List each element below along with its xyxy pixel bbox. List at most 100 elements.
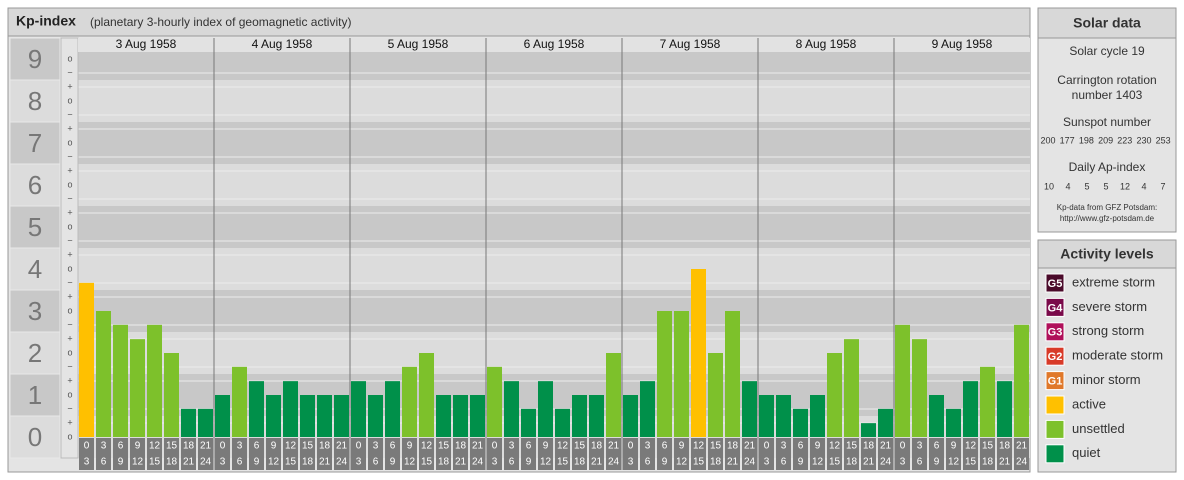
hour-box	[538, 438, 553, 470]
hour-label: 18	[591, 441, 603, 452]
hour-label: 21	[880, 441, 892, 452]
solar-cycle: Solar cycle 19	[1069, 44, 1145, 58]
bar	[623, 395, 638, 437]
hour-box	[725, 438, 740, 470]
y-tick-label: 8	[28, 86, 42, 116]
hour-box	[402, 438, 417, 470]
hour-label: 15	[166, 441, 178, 452]
hour-label: 3	[917, 441, 923, 452]
hour-label: 15	[557, 457, 569, 468]
hour-label: 3	[645, 441, 651, 452]
hour-label: 6	[509, 457, 515, 468]
day-label: 6 Aug 1958	[524, 37, 585, 51]
bar	[368, 395, 383, 437]
ap-value: 4	[1065, 181, 1070, 191]
hour-box	[470, 438, 485, 470]
hour-box	[96, 438, 111, 470]
sublevel-label: +	[67, 207, 72, 217]
bar	[198, 408, 213, 437]
bar	[742, 381, 757, 437]
sublevel-column	[60, 37, 79, 459]
y-tick-label: 5	[28, 212, 42, 242]
hour-box	[963, 438, 978, 470]
band	[78, 122, 1030, 164]
hour-label: 24	[200, 457, 212, 468]
chart-title: Kp-index	[16, 13, 76, 29]
bar	[878, 408, 893, 437]
hour-label: 24	[1016, 457, 1028, 468]
y-tick-label: 9	[28, 44, 42, 74]
hour-box	[776, 438, 791, 470]
hour-label: 3	[373, 441, 379, 452]
hour-label: 9	[662, 457, 668, 468]
hour-label: 21	[744, 441, 756, 452]
hour-box	[79, 438, 94, 470]
bar	[963, 381, 978, 437]
hour-box	[878, 438, 893, 470]
sunspot-title: Sunspot number	[1063, 115, 1151, 129]
bar	[538, 381, 553, 437]
legend-label: moderate storm	[1072, 348, 1163, 363]
hour-label: 9	[118, 457, 124, 468]
hour-box	[572, 438, 587, 470]
sublevel-label: o	[67, 221, 72, 231]
sublevel-label: −	[67, 319, 72, 329]
sublevel-label: +	[67, 375, 72, 385]
bar	[385, 381, 400, 437]
hour-label: 3	[764, 457, 770, 468]
sublevel-label: o	[67, 95, 72, 105]
hour-box	[436, 438, 451, 470]
day-label: 9 Aug 1958	[932, 37, 993, 51]
hour-label: 9	[798, 457, 804, 468]
sublevel-label: +	[67, 81, 72, 91]
y-label-box	[9, 205, 61, 249]
hour-label: 9	[934, 457, 940, 468]
bar	[997, 381, 1012, 437]
legend-swatch	[1045, 419, 1065, 439]
levels-header	[1037, 239, 1177, 269]
hour-label: 12	[557, 441, 569, 452]
bar	[79, 282, 94, 437]
y-tick-label: 6	[28, 170, 42, 200]
hour-label: 15	[693, 457, 705, 468]
hour-label: 18	[183, 441, 195, 452]
hour-label: 18	[574, 457, 586, 468]
hour-label: 15	[574, 441, 586, 452]
bar	[181, 408, 196, 437]
sublevel-label: o	[67, 347, 72, 357]
bar	[334, 395, 349, 437]
hour-label: 24	[336, 457, 348, 468]
bar	[164, 353, 179, 437]
hour-label: 9	[254, 457, 260, 468]
legend-swatch	[1045, 297, 1065, 317]
sunspot-number: 177	[1060, 135, 1075, 145]
sublevel-label: o	[67, 389, 72, 399]
bar	[759, 395, 774, 437]
hour-label: 3	[628, 457, 634, 468]
hour-box	[742, 438, 757, 470]
legend-label: quiet	[1072, 445, 1101, 460]
legend-label: active	[1072, 396, 1106, 411]
hour-box	[419, 438, 434, 470]
y-label-box	[9, 415, 61, 459]
hour-label: 18	[319, 441, 331, 452]
hour-label: 18	[302, 457, 314, 468]
bar	[861, 423, 876, 437]
bar	[946, 408, 961, 437]
bar	[572, 395, 587, 437]
bar	[470, 395, 485, 437]
hour-box	[912, 438, 927, 470]
sublevel-label: +	[67, 123, 72, 133]
bar	[419, 353, 434, 437]
hour-label: 9	[526, 457, 532, 468]
hour-box	[266, 438, 281, 470]
hour-label: 12	[676, 457, 688, 468]
hour-label: 18	[727, 441, 739, 452]
hour-box	[980, 438, 995, 470]
hour-box	[895, 438, 910, 470]
bar	[589, 395, 604, 437]
hour-box	[249, 438, 264, 470]
hour-label: 18	[166, 457, 178, 468]
day-label: 3 Aug 1958	[116, 37, 177, 51]
levels-title: Activity levels	[1060, 246, 1154, 262]
